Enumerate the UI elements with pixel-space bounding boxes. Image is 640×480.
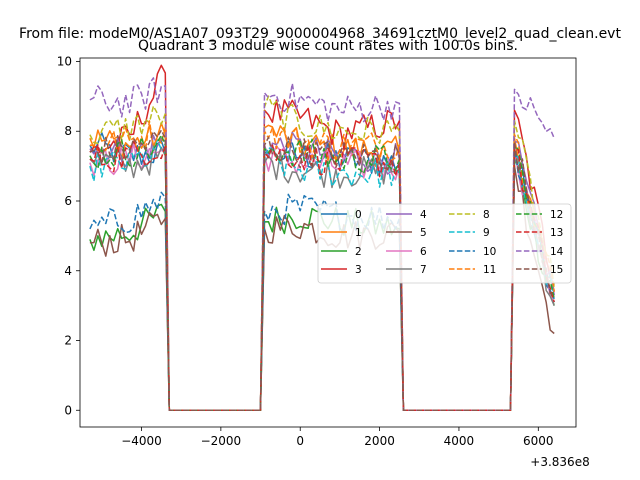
legend-label-0: 0: [355, 209, 362, 221]
legend-label-10: 10: [483, 246, 496, 258]
legend-label-9: 9: [483, 227, 490, 239]
axes-frame: [79, 57, 577, 428]
figure-title: From file: modeM0/AS1A07_093T29_90000049…: [19, 26, 621, 42]
x-axis: −4000 −2000 0 2000 4000 6000: [121, 427, 554, 448]
x-tick-label: −4000: [121, 434, 162, 448]
x-tick-label: −2000: [201, 434, 242, 448]
x-tick-label: 6000: [523, 434, 554, 448]
y-tick-label: 6: [64, 194, 72, 208]
chart-title: Quadrant 3 module wise count rates with …: [138, 38, 518, 54]
x-offset-label: +3.836e8: [530, 455, 589, 469]
legend-label-1: 1: [355, 227, 362, 239]
legend-label-6: 6: [420, 246, 427, 258]
legend-label-12: 12: [550, 209, 563, 221]
legend-label-5: 5: [420, 227, 427, 239]
series-line-12: [89, 134, 555, 412]
legend-label-13: 13: [550, 227, 563, 239]
legend-label-3: 3: [355, 264, 362, 276]
legend-label-2: 2: [355, 246, 362, 258]
legend-label-7: 7: [420, 264, 427, 276]
y-tick-label: 8: [64, 124, 72, 138]
legend-label-8: 8: [483, 209, 490, 221]
x-tick-label: 0: [296, 434, 304, 448]
x-tick-label: 4000: [444, 434, 475, 448]
y-axis: 0 2 4 6 8 10: [57, 54, 80, 417]
y-tick-label: 2: [64, 334, 72, 348]
legend-label-14: 14: [550, 246, 564, 258]
series-line-15: [89, 129, 555, 412]
legend-frame: [317, 203, 572, 284]
legend-label-11: 11: [483, 264, 496, 276]
legend-label-4: 4: [420, 209, 427, 221]
x-tick-label: 2000: [364, 434, 395, 448]
y-tick-label: 4: [64, 264, 72, 278]
y-tick-label: 0: [64, 403, 72, 417]
y-tick-label: 10: [57, 54, 72, 68]
legend-label-15: 15: [550, 264, 563, 276]
